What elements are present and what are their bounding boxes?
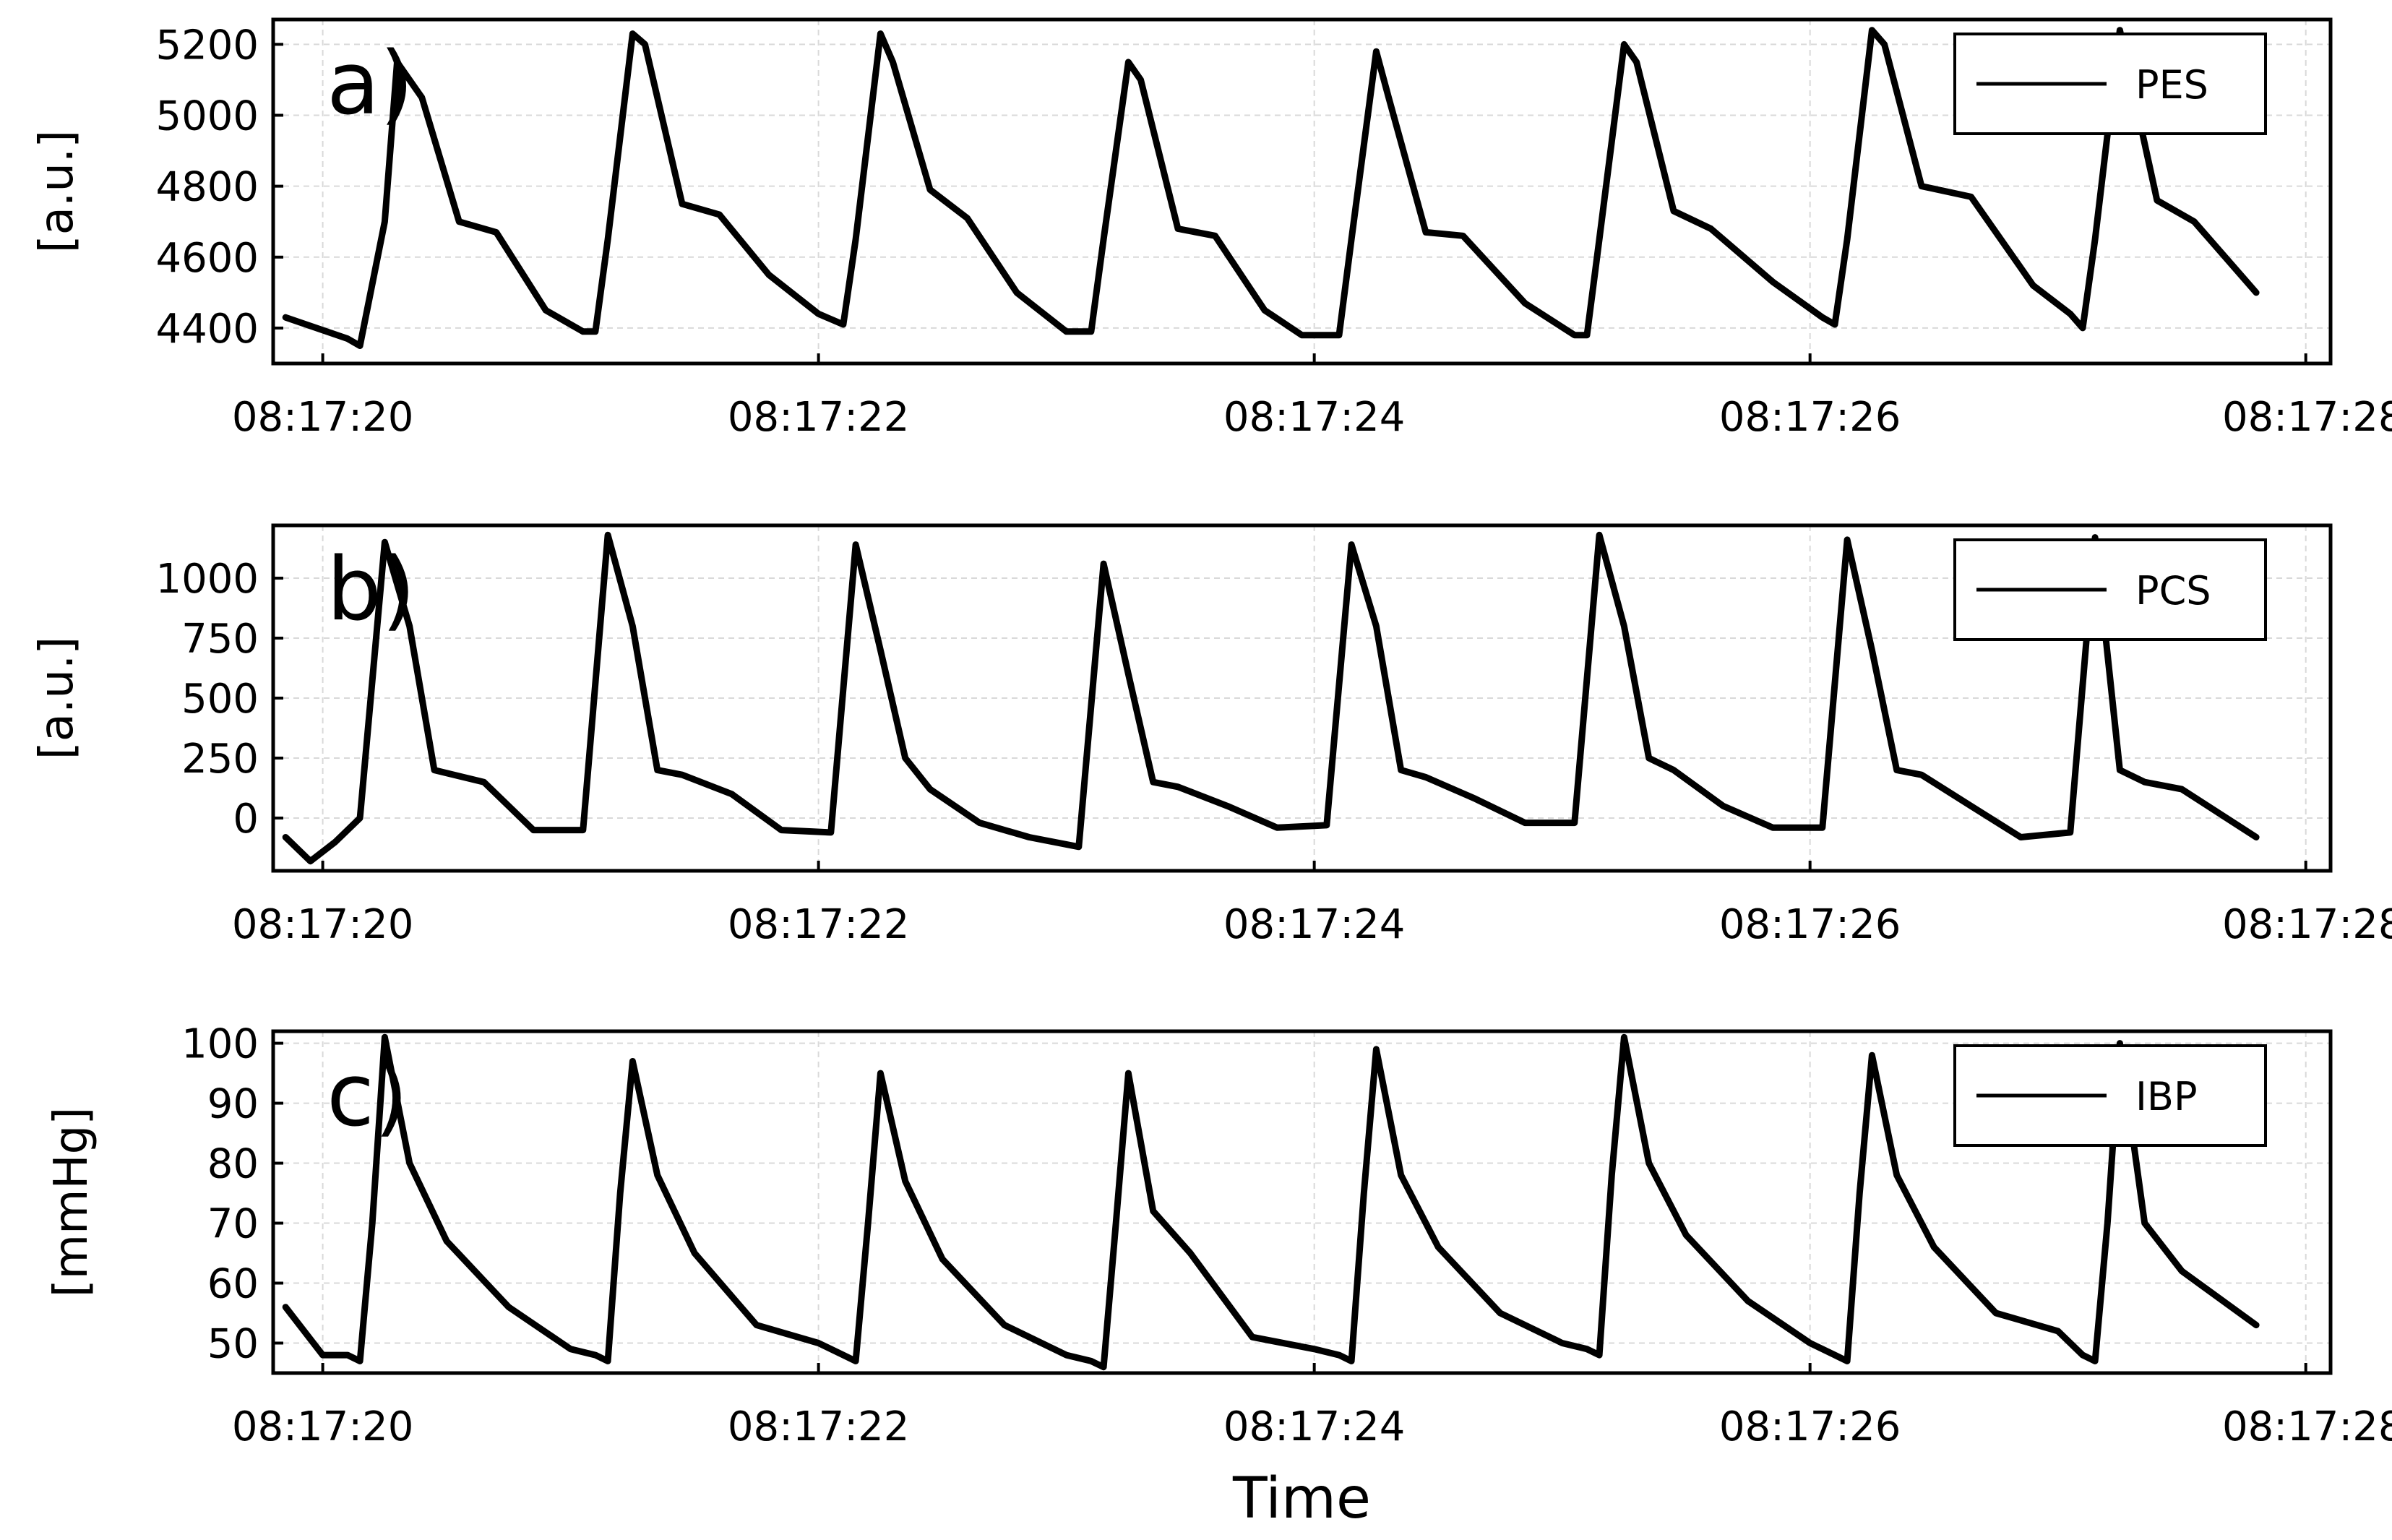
x-tick-label: 08:17:26 <box>1719 901 1901 948</box>
x-tick-label: 08:17:26 <box>1719 1403 1901 1450</box>
x-tick-label: 08:17:26 <box>1719 394 1901 441</box>
x-tick-label: 08:17:28 <box>2222 394 2392 441</box>
legend-entry: IBP <box>2135 1074 2198 1119</box>
x-axis-label: Time <box>1232 1466 1371 1531</box>
x-tick-label: 08:17:28 <box>2222 901 2392 948</box>
y-tick-label: 5200 <box>155 22 259 69</box>
y-tick-label: 750 <box>181 616 259 663</box>
x-tick-label: 08:17:24 <box>1223 1403 1406 1450</box>
panel-label: a) <box>327 34 413 134</box>
panel-label: b) <box>327 540 416 640</box>
y-axis-label: [mmHg] <box>45 1107 98 1297</box>
y-tick-label: 0 <box>233 796 259 843</box>
panel-label: c) <box>327 1046 408 1146</box>
x-tick-label: 08:17:24 <box>1223 394 1406 441</box>
x-tick-label: 08:17:22 <box>728 1403 910 1450</box>
y-tick-label: 4800 <box>155 164 259 211</box>
y-tick-label: 50 <box>207 1321 259 1368</box>
legend-entry: PES <box>2135 62 2208 108</box>
y-tick-label: 90 <box>207 1081 259 1128</box>
x-tick-label: 08:17:28 <box>2222 1403 2392 1450</box>
panel-b: 0 250 500 750 1000 08:17:20 08:17:22 08:17:24 08… <box>30 523 2392 948</box>
panel-a: 4400 4600 4800 5000 5200 08:17:20 08:17:22 08:1… <box>30 17 2392 441</box>
x-tick-label: 08:17:24 <box>1223 901 1406 948</box>
legend-entry: PCS <box>2135 568 2211 614</box>
y-tick-label: 100 <box>181 1021 259 1068</box>
y-axis-label: [a.u.] <box>30 637 84 760</box>
x-tick-label: 08:17:22 <box>728 394 910 441</box>
y-tick-label: 4600 <box>155 235 259 282</box>
y-axis-label: [a.u.] <box>30 130 84 253</box>
series-line-pcs <box>282 531 2260 865</box>
x-tick-label: 08:17:20 <box>232 394 414 441</box>
series-line-pes <box>282 27 2260 349</box>
y-tick-label: 80 <box>207 1141 259 1188</box>
y-tick-label: 4400 <box>155 306 259 353</box>
y-tick-label: 5000 <box>155 93 259 139</box>
x-tick-label: 08:17:20 <box>232 1403 414 1450</box>
y-tick-label: 250 <box>181 736 259 783</box>
y-tick-label: 500 <box>181 676 259 723</box>
plot-frame <box>271 17 2333 366</box>
x-tick-label: 08:17:22 <box>728 901 910 948</box>
series-line-ibp <box>282 1033 2260 1371</box>
y-tick-label: 1000 <box>155 556 259 603</box>
y-tick-label: 60 <box>207 1261 259 1308</box>
y-tick-label: 70 <box>207 1201 259 1248</box>
panel-c: 50 60 70 80 90 100 08:17:20 08:17:22 08:17:24 08:… <box>45 1021 2392 1450</box>
plot-frame <box>271 1029 2333 1375</box>
x-tick-label: 08:17:20 <box>232 901 414 948</box>
